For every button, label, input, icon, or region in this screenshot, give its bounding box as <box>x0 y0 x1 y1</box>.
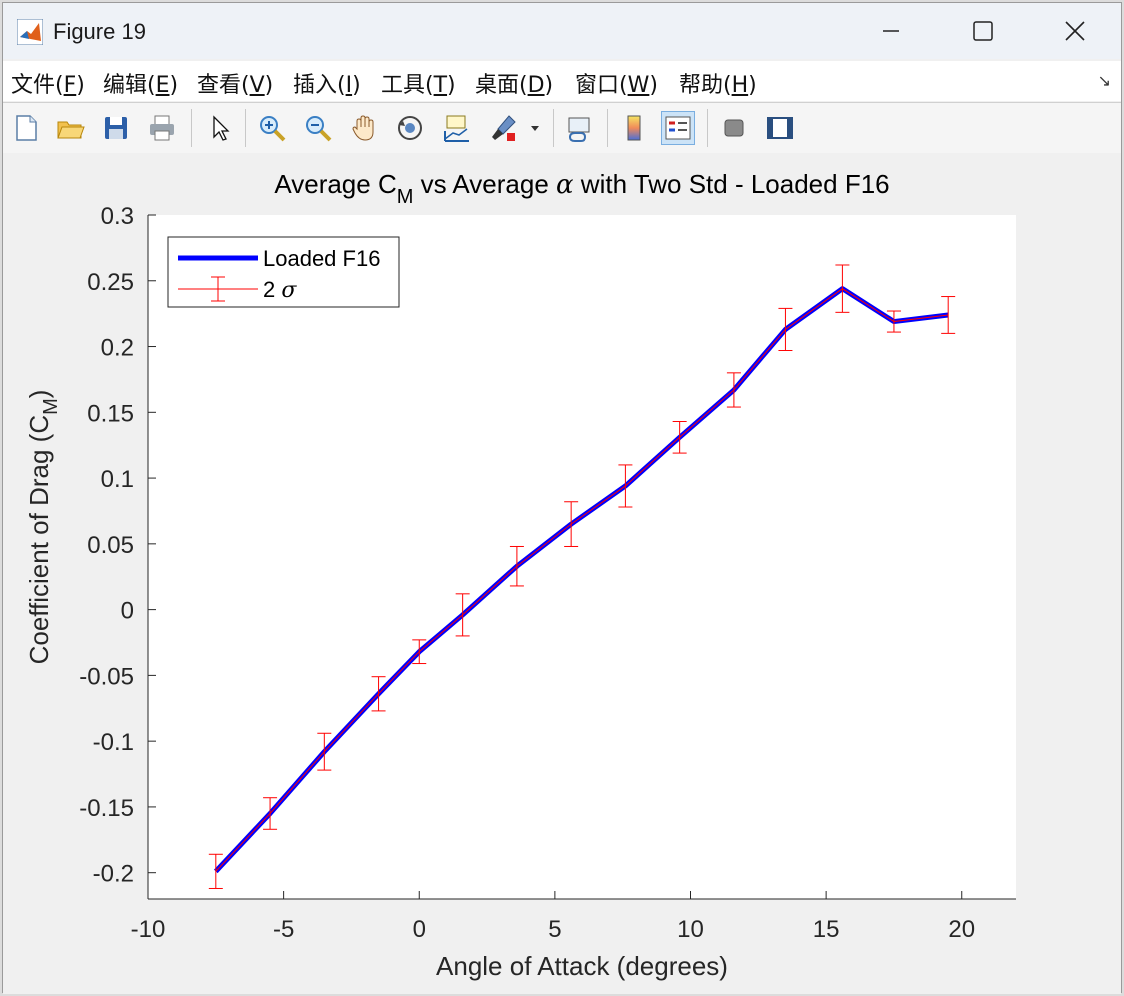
menu-item-e[interactable]: 编辑(E) <box>103 73 179 98</box>
figure-toolbar <box>3 102 1121 154</box>
y-tick-label: -0.15 <box>79 795 134 822</box>
chart-svg: -10 -5 0 5 10 15 20 -0.2 -0.15 -0.1 -0.05 0 0.05 0.1 0… <box>24 169 1016 981</box>
menu-overflow-icon[interactable]: ↘ <box>1097 73 1111 90</box>
link-plot-icon[interactable] <box>563 111 597 145</box>
x-axis-label: Angle of Attack (degrees) <box>436 951 728 981</box>
hide-plot-tools-icon[interactable] <box>717 111 751 145</box>
open-folder-icon[interactable] <box>53 111 87 145</box>
x-tick-label: -5 <box>273 916 294 943</box>
y-tick-label: -0.05 <box>79 663 134 690</box>
y-tick-label: 0.25 <box>87 269 134 296</box>
brush-dropdown-icon[interactable] <box>525 111 545 145</box>
close-icon <box>1065 21 1085 41</box>
show-plot-tools-icon[interactable] <box>763 111 797 145</box>
colorbar-icon[interactable] <box>617 111 651 145</box>
pan-hand-icon[interactable] <box>347 111 381 145</box>
x-tick-label: -10 <box>131 916 166 943</box>
maximize-icon <box>973 21 993 41</box>
menu-item-i[interactable]: 插入(I) <box>293 73 361 98</box>
y-tick-label: 0.1 <box>101 466 134 493</box>
pointer-icon[interactable] <box>203 111 237 145</box>
y-tick-label: 0.15 <box>87 400 134 427</box>
legend-label-loaded-f16: Loaded F16 <box>263 246 380 271</box>
title-bar: Figure 19 <box>3 3 1121 59</box>
matlab-logo-icon <box>16 18 44 46</box>
menu-item-f[interactable]: 文件(F) <box>11 73 85 98</box>
x-tick-label: 5 <box>548 916 561 943</box>
brush-icon[interactable] <box>487 111 521 145</box>
menu-item-w[interactable]: 窗口(W) <box>575 73 658 98</box>
figure-canvas: -10 -5 0 5 10 15 20 -0.2 -0.15 -0.1 -0.05 0 0.05 0.1 0… <box>3 153 1121 994</box>
y-tick-label: 0.05 <box>87 532 134 559</box>
menu-item-v[interactable]: 查看(V) <box>197 73 274 98</box>
maximize-button[interactable] <box>937 3 1029 59</box>
chart-title: Average CM vs Average α with Two Std - L… <box>274 169 889 208</box>
rotate-3d-icon[interactable] <box>393 111 427 145</box>
menu-bar: ↘ 文件(F) 编辑(E) 查看(V) 插入(I) 工具(T) 桌面(D) 窗口(W) 帮助(… <box>3 61 1121 101</box>
minimize-button[interactable] <box>845 3 937 59</box>
y-tick-label: 0.2 <box>101 335 134 362</box>
y-tick-label: -0.1 <box>93 729 134 756</box>
window-title: Figure 19 <box>53 19 146 44</box>
print-icon[interactable] <box>145 111 179 145</box>
close-button[interactable] <box>1029 3 1121 59</box>
x-tick-label: 20 <box>948 916 975 943</box>
x-tick-label: 10 <box>677 916 704 943</box>
zoom-out-icon[interactable] <box>301 111 335 145</box>
menu-item-h[interactable]: 帮助(H) <box>679 73 757 98</box>
new-file-icon[interactable] <box>9 111 43 145</box>
y-tick-label: 0.3 <box>101 203 134 230</box>
legend-icon[interactable] <box>661 111 695 145</box>
data-cursor-icon[interactable] <box>439 111 473 145</box>
menu-item-t[interactable]: 工具(T) <box>381 73 456 98</box>
y-tick-label: -0.2 <box>93 861 134 888</box>
x-tick-label: 15 <box>813 916 840 943</box>
zoom-in-icon[interactable] <box>255 111 289 145</box>
minimize-icon <box>883 30 899 32</box>
y-tick-label: 0 <box>121 598 134 625</box>
legend-box[interactable] <box>167 236 400 308</box>
save-icon[interactable] <box>99 111 133 145</box>
menu-item-d[interactable]: 桌面(D) <box>475 73 554 98</box>
y-axis-label: Coefficient of Drag (CM) <box>24 390 62 665</box>
legend-label-error: 2 σ <box>263 277 297 303</box>
x-tick-label: 0 <box>413 916 426 943</box>
